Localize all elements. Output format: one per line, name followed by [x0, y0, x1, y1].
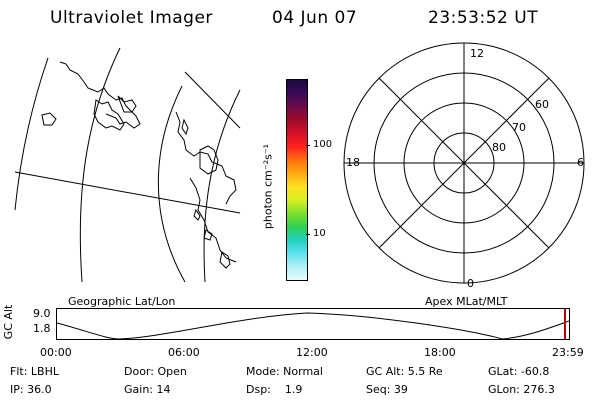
altitude-y-tick-1-8: 1.8 [33, 322, 51, 335]
status-mode: Mode: Normal [246, 365, 323, 378]
status-glat: GLat: -60.8 [488, 365, 550, 378]
instrument-title: Ultraviolet Imager [50, 8, 213, 28]
mlt-label-18: 18 [346, 156, 360, 169]
colorbar-unit-label: photon cm⁻²s⁻¹ [261, 143, 275, 230]
colorbar-tick-label-100: 100 [313, 139, 333, 150]
status-seq: Seq: 39 [366, 383, 408, 396]
altitude-y-tick-9: 9.0 [33, 307, 51, 320]
status-ip: IP: 36.0 [10, 383, 52, 396]
map-grid [14, 47, 241, 283]
color-scale-bar [286, 79, 308, 281]
color-scale-gradient [287, 80, 307, 280]
mlat-label-70: 70 [512, 121, 526, 134]
polar-plot [343, 42, 585, 284]
time-tick-18: 18:00 [424, 346, 456, 359]
altitude-curve [57, 309, 569, 339]
mlt-label-12: 12 [470, 47, 484, 60]
apex-panel-label: Apex MLat/MLT [425, 295, 508, 308]
status-dsp: Dsp: 1.9 [246, 383, 303, 396]
time-tick-12: 12:00 [296, 346, 328, 359]
status-door: Door: Open [124, 365, 187, 378]
time-tick-2359: 23:59 [552, 346, 584, 359]
status-filter: Flt: LBHL [10, 365, 59, 378]
geographic-panel-label: Geographic Lat/Lon [68, 295, 176, 308]
mlt-label-0: 0 [467, 277, 474, 290]
meridian-line [157, 85, 186, 283]
status-gc-alt: GC Alt: 5.5 Re [366, 365, 443, 378]
date-label: 04 Jun 07 [272, 8, 358, 28]
mlt-label-6: 6 [577, 156, 584, 169]
time-tick-00: 00:00 [40, 346, 72, 359]
meridian-line [184, 71, 241, 129]
mlat-label-80: 80 [492, 141, 506, 154]
status-glon: GLon: 276.3 [488, 383, 555, 396]
status-gain: Gain: 14 [124, 383, 171, 396]
meridian-line [203, 89, 241, 283]
colorbar-tick [306, 145, 310, 146]
meridian-line [14, 57, 49, 211]
coastlines [41, 61, 237, 269]
altitude-y-label: GC Alt [2, 304, 15, 340]
time-tick-06: 06:00 [168, 346, 200, 359]
polar-diagonal [378, 77, 550, 249]
meridian-line [79, 47, 121, 283]
altitude-timeline [56, 308, 570, 340]
mlat-label-60: 60 [535, 98, 549, 111]
colorbar-tick [306, 234, 310, 235]
time-label: 23:53:52 UT [428, 8, 539, 28]
colorbar-tick-label-10: 10 [313, 228, 326, 239]
latitude-line [14, 171, 241, 214]
